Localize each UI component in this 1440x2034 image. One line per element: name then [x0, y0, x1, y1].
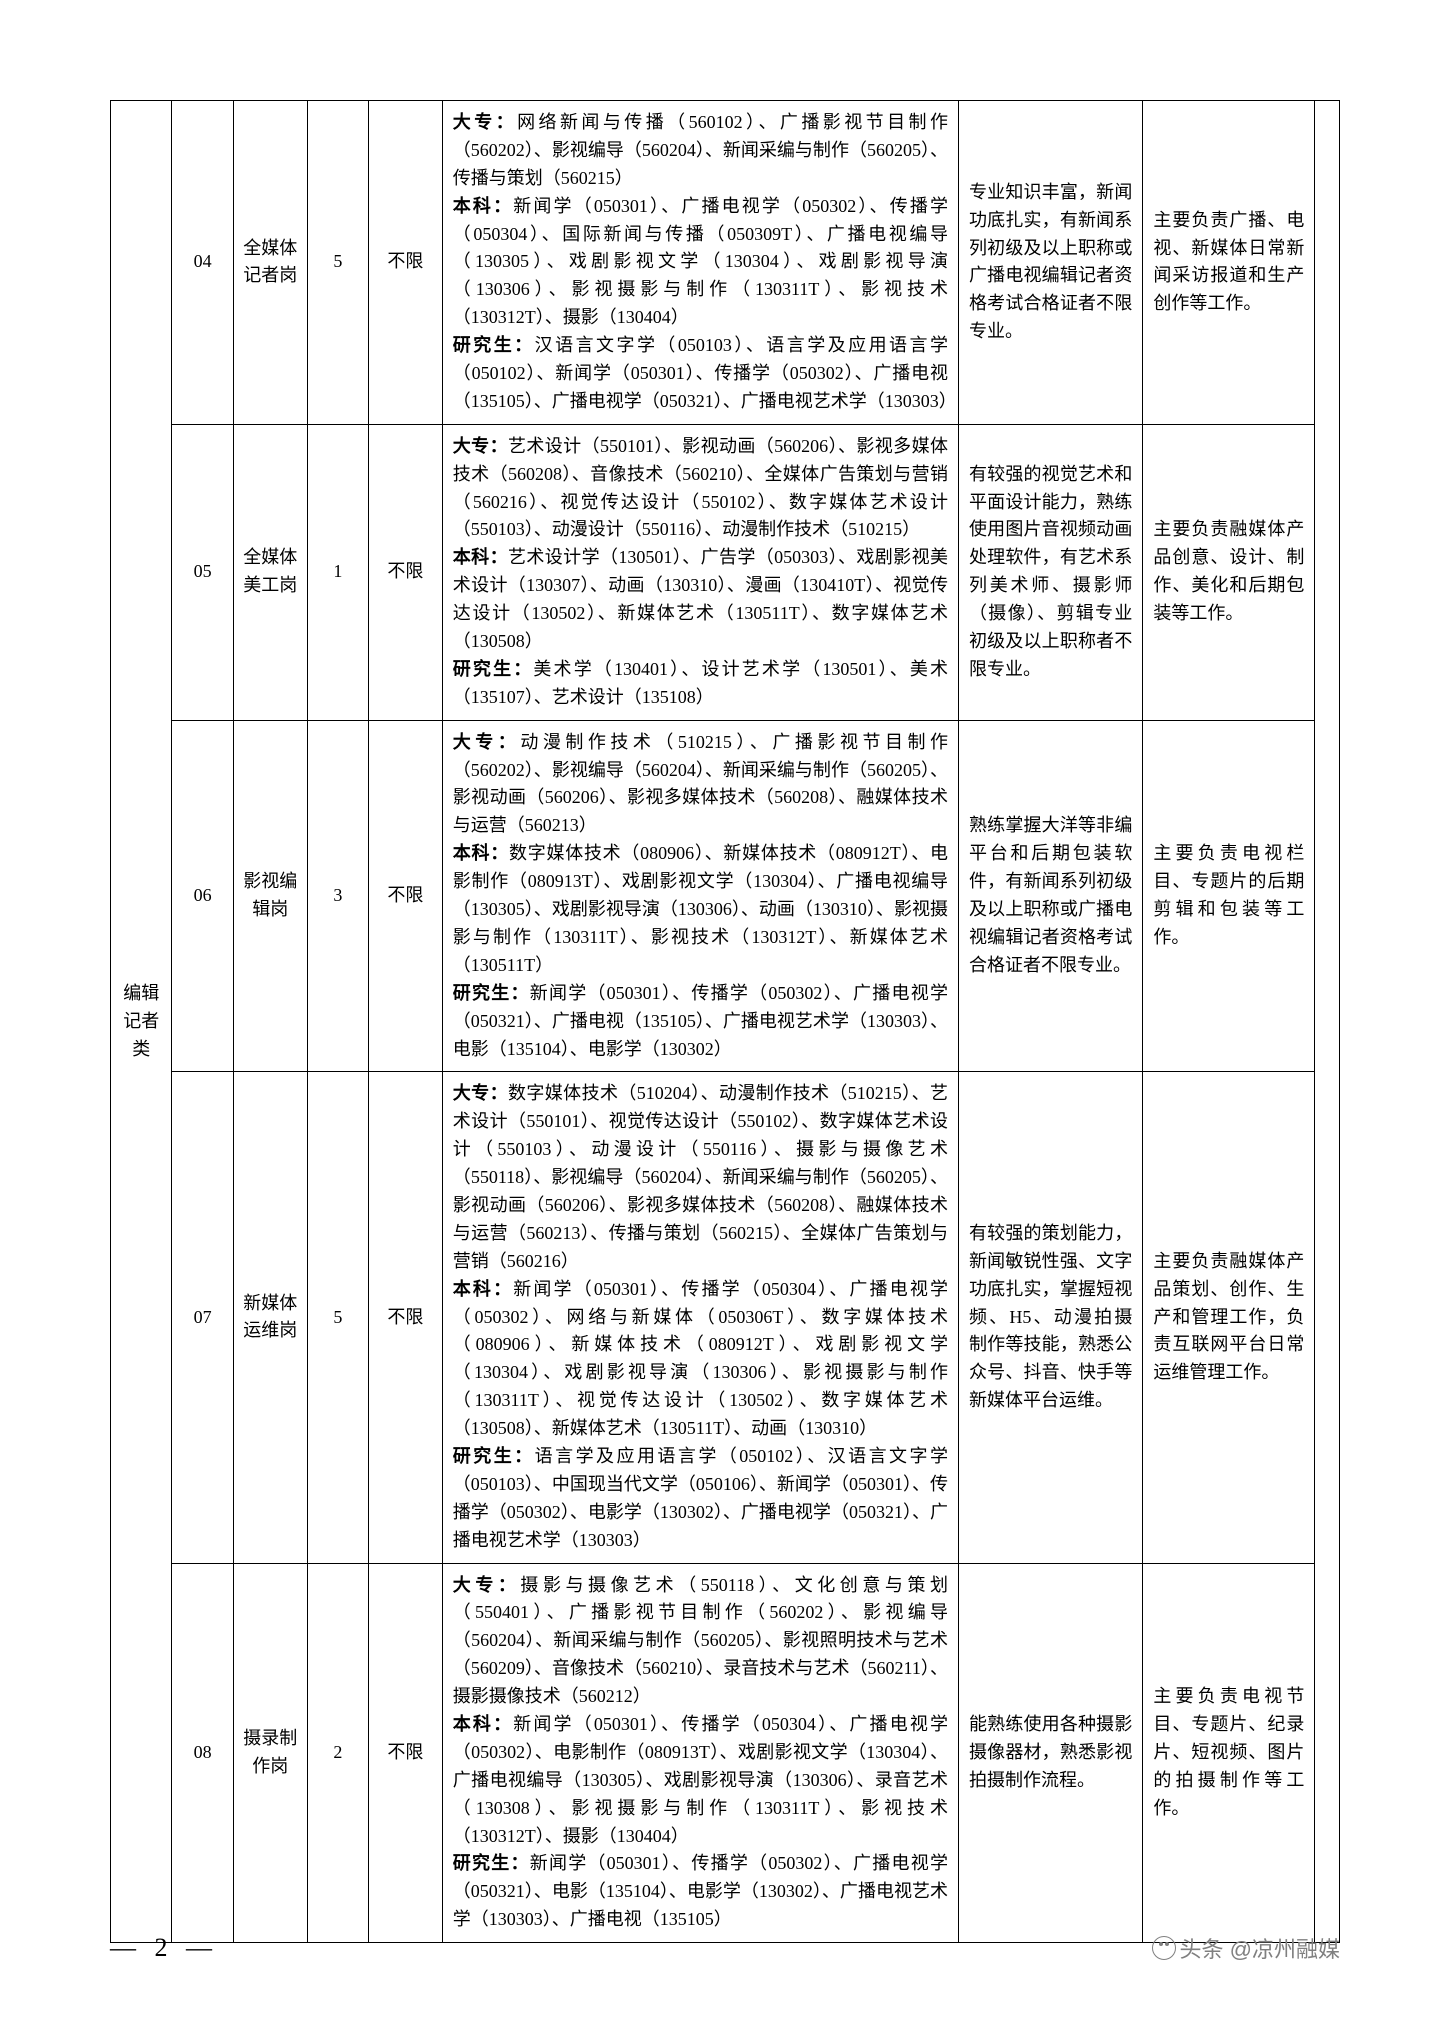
limit-cell: 不限	[369, 424, 443, 720]
duty-cell: 主要负责电视节目、专题片、纪录片、短视频、图片的拍摄制作等工作。	[1143, 1563, 1315, 1943]
recruitment-table: 编辑记者类04全媒体记者岗5不限大专：网络新闻与传播（560102）、广播影视节…	[110, 100, 1340, 1943]
duty-cell: 主要负责广播、电视、新媒体日常新闻采访报道和生产创作等工作。	[1143, 101, 1315, 425]
duty-cell: 主要负责电视栏目、专题片的后期剪辑和包装等工作。	[1143, 720, 1315, 1072]
code-cell: 07	[172, 1072, 233, 1563]
count-cell: 1	[307, 424, 368, 720]
limit-cell: 不限	[369, 1072, 443, 1563]
watermark-icon	[1152, 1936, 1176, 1960]
page-footer: 2 头条 @凉州融媒	[110, 1932, 1340, 1964]
post-cell: 全媒体记者岗	[233, 101, 307, 425]
post-cell: 摄录制作岗	[233, 1563, 307, 1943]
category-cell: 编辑记者类	[111, 101, 172, 1943]
requirement-cell: 专业知识丰富，新闻功底扎实，有新闻系列初级及以上职称或广播电视编辑记者资格考试合…	[958, 101, 1142, 425]
watermark-text: 头条 @凉州融媒	[1180, 1932, 1340, 1964]
count-cell: 5	[307, 101, 368, 425]
code-cell: 08	[172, 1563, 233, 1943]
post-cell: 影视编辑岗	[233, 720, 307, 1072]
duty-cell: 主要负责融媒体产品创意、设计、制作、美化和后期包装等工作。	[1143, 424, 1315, 720]
duty-cell: 主要负责融媒体产品策划、创作、生产和管理工作，负责互联网平台日常运维管理工作。	[1143, 1072, 1315, 1563]
post-cell: 新媒体运维岗	[233, 1072, 307, 1563]
major-cell: 大专：数字媒体技术（510204）、动漫制作技术（510215）、艺术设计（55…	[442, 1072, 958, 1563]
code-cell: 06	[172, 720, 233, 1072]
code-cell: 05	[172, 424, 233, 720]
count-cell: 2	[307, 1563, 368, 1943]
major-cell: 大专：艺术设计（550101）、影视动画（560206）、影视多媒体技术（560…	[442, 424, 958, 720]
blank-cell	[1315, 101, 1340, 1943]
major-cell: 大专：摄影与摄像艺术（550118）、文化创意与策划（550401）、广播影视节…	[442, 1563, 958, 1943]
major-cell: 大专：动漫制作技术（510215）、广播影视节目制作（560202）、影视编导（…	[442, 720, 958, 1072]
requirement-cell: 有较强的视觉艺术和平面设计能力，熟练使用图片音视频动画处理软件，有艺术系列美术师…	[958, 424, 1142, 720]
major-cell: 大专：网络新闻与传播（560102）、广播影视节目制作（560202）、影视编导…	[442, 101, 958, 425]
limit-cell: 不限	[369, 720, 443, 1072]
count-cell: 3	[307, 720, 368, 1072]
count-cell: 5	[307, 1072, 368, 1563]
requirement-cell: 熟练掌握大洋等非编平台和后期包装软件，有新闻系列初级及以上职称或广播电视编辑记者…	[958, 720, 1142, 1072]
post-cell: 全媒体美工岗	[233, 424, 307, 720]
requirement-cell: 能熟练使用各种摄影摄像器材，熟悉影视拍摄制作流程。	[958, 1563, 1142, 1943]
requirement-cell: 有较强的策划能力，新闻敏锐性强、文字功底扎实，掌握短视频、H5、动漫拍摄制作等技…	[958, 1072, 1142, 1563]
page-number: 2	[110, 1933, 218, 1963]
limit-cell: 不限	[369, 1563, 443, 1943]
watermark: 头条 @凉州融媒	[1152, 1932, 1340, 1964]
code-cell: 04	[172, 101, 233, 425]
limit-cell: 不限	[369, 101, 443, 425]
